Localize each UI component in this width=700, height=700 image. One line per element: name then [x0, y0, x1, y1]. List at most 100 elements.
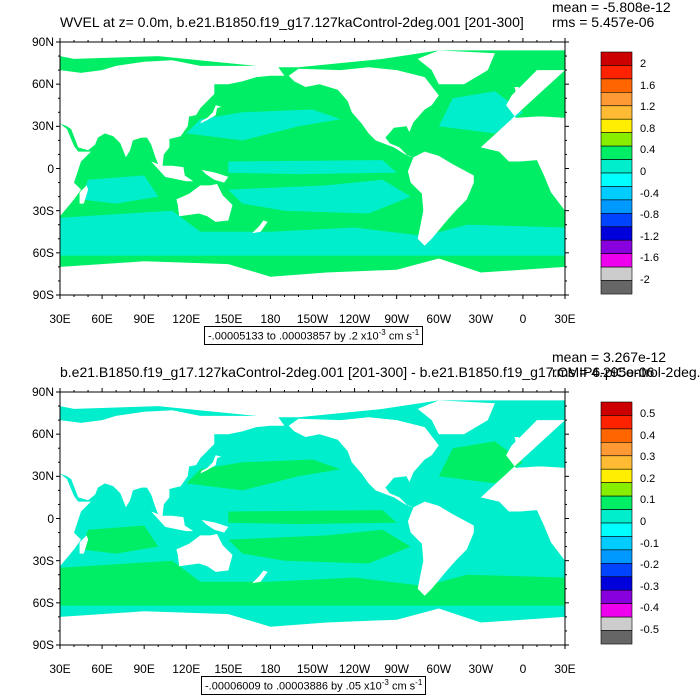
lon-label: 30E: [554, 662, 576, 676]
colorbar-cell: [600, 509, 633, 524]
land-mask: [288, 67, 439, 158]
range-unit: cm s: [385, 330, 413, 343]
lon-label: 30E: [49, 312, 71, 326]
colorbar-cell: [600, 92, 633, 107]
colorbar-cell: [600, 51, 633, 66]
land-mask: [200, 105, 222, 124]
lon-label: 180: [260, 662, 281, 676]
land-mask: [201, 169, 229, 183]
colorbar-cell: [600, 522, 633, 537]
lon-label: 150W: [296, 662, 329, 676]
colorbar-cell: [600, 468, 633, 483]
land-mask: [60, 60, 285, 168]
panel-title: WVEL at z= 0.0m, b.e21.B1850.f19_g17.127…: [60, 14, 524, 30]
lon-label: 60W: [426, 312, 452, 326]
colorbar-label: 2: [640, 58, 647, 71]
lon-label: 120E: [172, 312, 201, 326]
colorbar-cell: [600, 401, 633, 416]
colorbar-label: -0.4: [640, 602, 659, 615]
colorbar-label: -0.3: [640, 580, 659, 593]
lon-label: 0: [519, 312, 527, 326]
colorbar-cell: [600, 145, 633, 160]
range-exponent: -3: [381, 678, 389, 687]
colorbar-cell: [600, 576, 633, 591]
colorbar-label: -1.6: [640, 252, 659, 265]
land-mask: [60, 410, 285, 518]
colorbar-label: 0: [640, 516, 647, 528]
colorbar-cell: [600, 159, 633, 174]
colorbar-cell: [600, 603, 633, 618]
lon-label: 150W: [296, 312, 329, 326]
map-panel-2: [56, 388, 569, 649]
land-mask: [200, 455, 222, 474]
colorbar-label: 0: [640, 166, 647, 178]
colorbar-label: 0.4: [640, 429, 656, 442]
colorbar-cell: [600, 415, 633, 430]
lat-label: 90N: [31, 35, 54, 49]
lat-label: 0: [47, 511, 54, 526]
ocean-anomaly-band: [228, 160, 397, 175]
colorbar-cell: [600, 78, 633, 93]
colorbar: [600, 401, 633, 645]
colorbar-label: -1.2: [640, 230, 659, 243]
ocean-anomaly-band: [228, 529, 411, 564]
lon-label: 120W: [338, 312, 371, 326]
colorbar-label: -0.5: [640, 623, 659, 636]
land-mask: [151, 161, 194, 182]
colorbar-label: -0.1: [640, 537, 659, 550]
colorbar-label: 0.2: [640, 472, 656, 485]
lon-label: 150E: [214, 312, 243, 326]
panel-title: b.e21.B1850.f19_g17.127kaControl-2deg.00…: [60, 364, 700, 380]
range-text: -.00005133 to .00003857 by .2 x10: [208, 330, 379, 343]
colorbar-cell: [600, 65, 633, 80]
lat-label: 60S: [32, 245, 54, 260]
land-mask: [480, 70, 565, 211]
colorbar-label: 0.8: [640, 122, 656, 135]
lat-label: 60N: [31, 427, 54, 442]
land-mask: [60, 42, 565, 68]
colorbar-label: 1.2: [640, 101, 656, 114]
colorbar-label: 0.3: [640, 451, 656, 464]
colorbar: [600, 51, 633, 295]
contour-range-box: -.00005133 to .00003857 by .2 x10-3 cm s…: [204, 326, 424, 345]
colorbar-cell: [600, 253, 633, 268]
colorbar-cell: [600, 482, 633, 497]
colorbar-cell: [600, 630, 633, 645]
colorbar-cell: [600, 105, 633, 120]
land-mask: [514, 87, 521, 99]
ocean-anomaly-band: [81, 175, 159, 204]
lon-label: 60W: [426, 662, 452, 676]
ocean-anomaly-band: [228, 510, 397, 525]
land-mask: [60, 473, 91, 567]
map-field: [60, 392, 565, 645]
colorbar-label: -0.8: [640, 209, 659, 222]
land-mask: [60, 258, 565, 295]
land-mask: [288, 417, 439, 508]
lat-label: 30S: [32, 553, 54, 568]
colorbar-label: 0.1: [640, 494, 656, 507]
ocean-anomaly-band: [228, 179, 411, 214]
colorbar-label: 0.5: [640, 408, 656, 421]
ocean-anomaly-band: [60, 210, 565, 256]
land-mask: [79, 535, 89, 554]
lat-label: 0: [47, 161, 54, 176]
colorbar-cell: [600, 616, 633, 631]
ocean-anomaly-band: [186, 459, 341, 491]
range-exponent: -3: [378, 328, 386, 337]
land-mask: [252, 570, 268, 584]
colorbar-cell: [600, 280, 633, 295]
ocean-anomaly-band: [186, 109, 341, 141]
colorbar-label: 0.4: [640, 144, 656, 157]
land-mask: [79, 185, 89, 204]
colorbar-cell: [600, 226, 633, 241]
range-unit: cm s: [388, 680, 416, 693]
colorbar-cell: [600, 266, 633, 281]
land-mask: [60, 123, 91, 217]
colorbar-cell: [600, 118, 633, 133]
lon-label: 120W: [338, 662, 371, 676]
colorbar-label: -2: [640, 273, 650, 286]
land-mask: [252, 220, 268, 234]
lon-label: 150E: [214, 662, 243, 676]
land-mask: [176, 534, 233, 572]
colorbar-cell: [600, 132, 633, 147]
